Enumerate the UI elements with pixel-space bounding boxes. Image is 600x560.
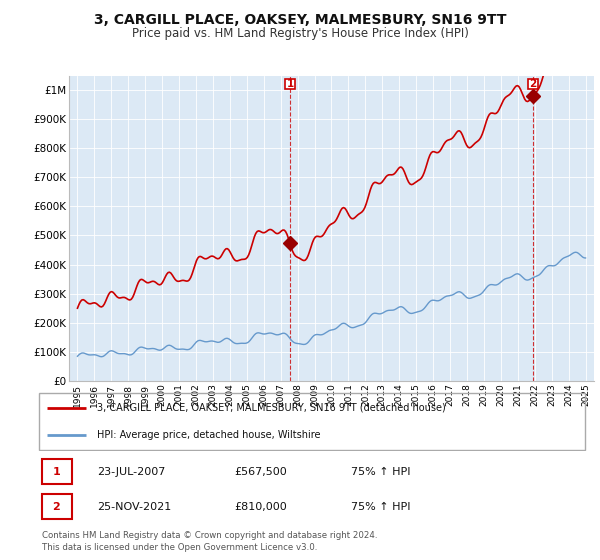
Text: 3, CARGILL PLACE, OAKSEY, MALMESBURY, SN16 9TT (detached house): 3, CARGILL PLACE, OAKSEY, MALMESBURY, SN… bbox=[97, 403, 445, 413]
Text: 3, CARGILL PLACE, OAKSEY, MALMESBURY, SN16 9TT: 3, CARGILL PLACE, OAKSEY, MALMESBURY, SN… bbox=[94, 13, 506, 27]
Text: HPI: Average price, detached house, Wiltshire: HPI: Average price, detached house, Wilt… bbox=[97, 430, 320, 440]
Text: 75% ↑ HPI: 75% ↑ HPI bbox=[350, 502, 410, 512]
Bar bbox=[41, 494, 72, 520]
Bar bbox=[285, 78, 295, 89]
Text: 23-JUL-2007: 23-JUL-2007 bbox=[97, 467, 165, 477]
Text: 1: 1 bbox=[286, 79, 293, 88]
Text: 75% ↑ HPI: 75% ↑ HPI bbox=[350, 467, 410, 477]
Bar bbox=[528, 78, 538, 89]
Text: 2: 2 bbox=[529, 79, 536, 88]
Text: 2: 2 bbox=[53, 502, 60, 512]
Text: Contains HM Land Registry data © Crown copyright and database right 2024.
This d: Contains HM Land Registry data © Crown c… bbox=[41, 531, 377, 552]
Text: £567,500: £567,500 bbox=[235, 467, 287, 477]
Bar bbox=[41, 459, 72, 484]
Text: 1: 1 bbox=[53, 467, 60, 477]
Text: 25-NOV-2021: 25-NOV-2021 bbox=[97, 502, 171, 512]
Text: Price paid vs. HM Land Registry's House Price Index (HPI): Price paid vs. HM Land Registry's House … bbox=[131, 27, 469, 40]
Text: £810,000: £810,000 bbox=[235, 502, 287, 512]
